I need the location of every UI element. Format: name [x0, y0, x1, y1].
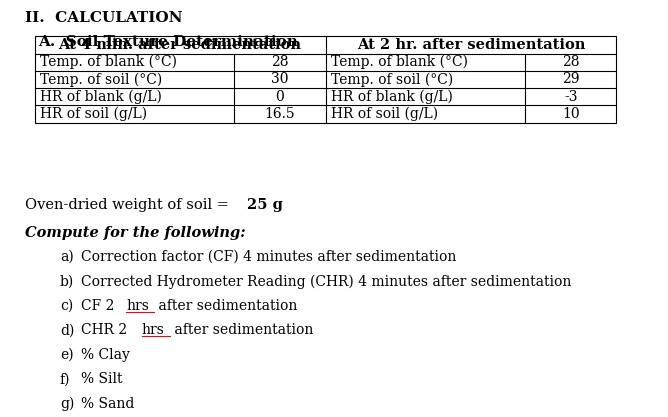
Text: d): d) — [59, 323, 74, 337]
Text: -3: -3 — [564, 90, 577, 104]
Text: CHR 2: CHR 2 — [81, 323, 131, 337]
Text: Oven-dried weight of soil =: Oven-dried weight of soil = — [25, 198, 234, 212]
Text: b): b) — [59, 274, 74, 288]
Text: 0: 0 — [275, 90, 284, 104]
Text: hrs: hrs — [142, 323, 165, 337]
Text: 10: 10 — [562, 107, 579, 121]
Text: % Clay: % Clay — [81, 348, 130, 362]
Text: HR of soil (g/L): HR of soil (g/L) — [331, 107, 438, 121]
Text: HR of blank (g/L): HR of blank (g/L) — [331, 90, 452, 104]
Text: e): e) — [59, 348, 73, 362]
Text: HR of soil (g/L): HR of soil (g/L) — [39, 107, 147, 121]
Text: CF 2: CF 2 — [81, 299, 118, 313]
Text: Temp. of blank (°C): Temp. of blank (°C) — [39, 55, 176, 69]
Text: II.  CALCULATION: II. CALCULATION — [25, 10, 182, 25]
Text: At 4 min. after sedimentation: At 4 min. after sedimentation — [59, 38, 301, 52]
Text: Compute for the following:: Compute for the following: — [25, 226, 246, 239]
Text: after sedimentation: after sedimentation — [154, 299, 297, 313]
Text: 28: 28 — [562, 55, 579, 69]
Text: f): f) — [59, 372, 70, 387]
Text: 25 g: 25 g — [246, 198, 283, 212]
Text: At 2 hr. after sedimentation: At 2 hr. after sedimentation — [357, 38, 585, 52]
Text: Temp. of soil (°C): Temp. of soil (°C) — [331, 72, 453, 87]
Text: hrs: hrs — [126, 299, 149, 313]
Text: c): c) — [59, 299, 73, 313]
Text: g): g) — [59, 397, 74, 411]
Text: HR of blank (g/L): HR of blank (g/L) — [39, 90, 162, 104]
Text: a): a) — [59, 250, 73, 264]
Text: 16.5: 16.5 — [265, 107, 295, 121]
Text: A.  Soil Texture Determination: A. Soil Texture Determination — [38, 35, 298, 49]
Text: Corrected Hydrometer Reading (CHR) 4 minutes after sedimentation: Corrected Hydrometer Reading (CHR) 4 min… — [81, 274, 571, 289]
Text: 30: 30 — [271, 73, 289, 86]
Text: Correction factor (CF) 4 minutes after sedimentation: Correction factor (CF) 4 minutes after s… — [81, 250, 456, 264]
Text: 29: 29 — [562, 73, 579, 86]
Text: % Silt: % Silt — [81, 372, 122, 387]
Text: % Sand: % Sand — [81, 397, 134, 411]
Text: 28: 28 — [271, 55, 289, 69]
Text: Temp. of blank (°C): Temp. of blank (°C) — [331, 55, 468, 69]
Text: after sedimentation: after sedimentation — [170, 323, 313, 337]
Text: Temp. of soil (°C): Temp. of soil (°C) — [39, 72, 162, 87]
